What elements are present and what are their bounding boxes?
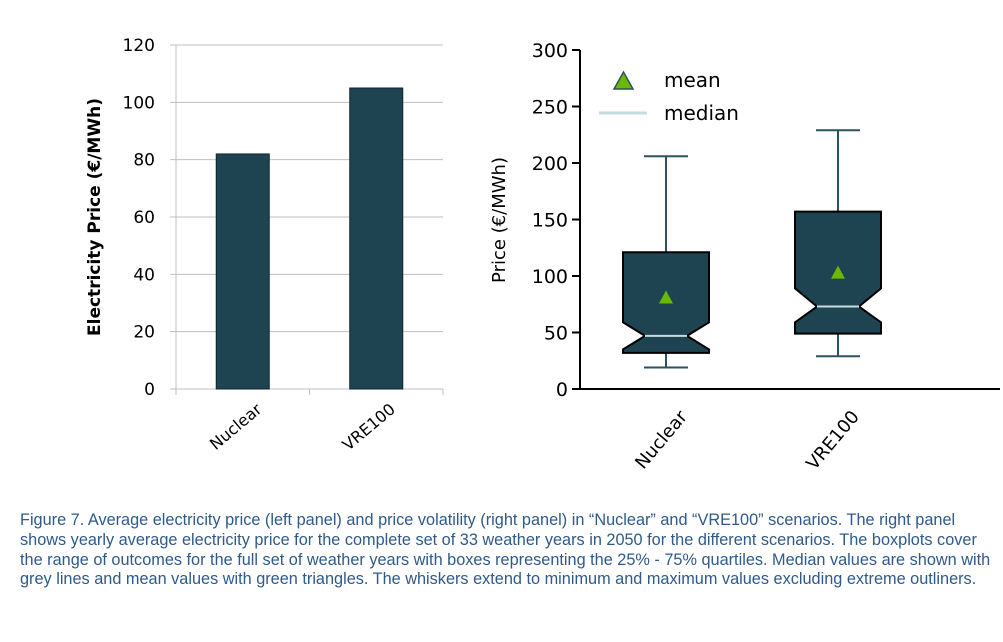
mean-marker — [659, 290, 673, 304]
y-tick-label: 60 — [133, 208, 155, 228]
bar-vre100 — [349, 87, 404, 390]
y-axis-label: Price (€/MWh) — [489, 157, 510, 283]
y-tick-label: 300 — [532, 40, 568, 62]
boxplot-panel: 0 50 100 150 200 250 300 Price (€/MWh) Nuclear VR… — [489, 40, 1000, 474]
y-tick-label: 100 — [532, 266, 568, 288]
y-tick-label: 250 — [532, 97, 568, 119]
y-tick-label: 100 — [123, 93, 155, 113]
y-axis-label: Electricity Price (€/MWh) — [85, 98, 105, 336]
mean-marker — [831, 265, 845, 279]
y-tick-label: 0 — [144, 380, 155, 400]
x-tick-label: Nuclear — [206, 399, 266, 453]
y-tick-label: 150 — [532, 210, 568, 232]
bar-nuclear — [215, 153, 270, 390]
y-tick-label: 50 — [544, 323, 568, 345]
y-tick-label: 200 — [532, 153, 568, 175]
legend-mean-label: mean — [664, 68, 721, 92]
x-tick-label: Nuclear — [631, 406, 692, 473]
figure-caption: Figure 7. Average electricity price (lef… — [20, 511, 991, 589]
y-tick-label: 40 — [133, 265, 155, 285]
y-tick-label: 120 — [123, 36, 155, 56]
y-tick-label: 20 — [133, 323, 155, 343]
x-tick-label: VRE100 — [802, 407, 863, 475]
x-tick-label: VRE100 — [339, 400, 399, 455]
bar-chart-panel: 0 20 40 60 80 100 120 Nuclear VRE100 Electricity … — [85, 36, 444, 455]
legend-mean-icon — [612, 70, 635, 90]
y-tick-label: 80 — [133, 151, 155, 171]
y-tick-label: 0 — [556, 379, 568, 401]
legend-median-label: median — [664, 101, 739, 125]
